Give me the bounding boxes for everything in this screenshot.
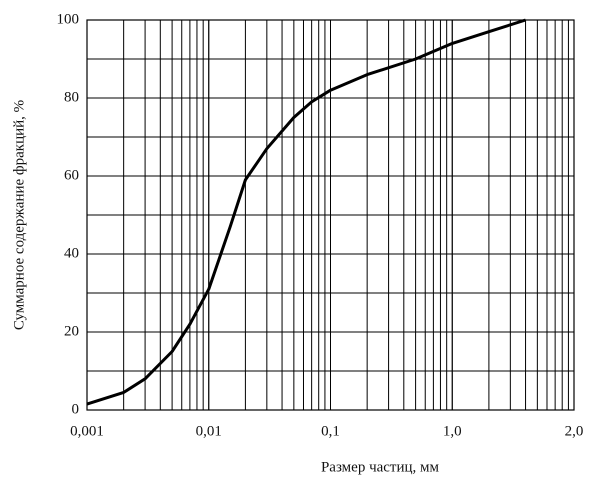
y-tick-label: 40 (64, 245, 79, 261)
x-tick-label: 0,1 (321, 423, 340, 439)
y-axis-title: Суммарное содержание фракций, % (11, 100, 27, 330)
y-tick-label: 100 (57, 11, 80, 27)
y-tick-label: 0 (72, 401, 80, 417)
x-tick-label: 0,01 (196, 423, 222, 439)
plot-frame (86, 19, 575, 411)
x-end-label: 2,0 (565, 423, 584, 439)
y-tick-label: 20 (64, 323, 79, 339)
x-tick-label: 1,0 (443, 423, 462, 439)
x-axis-title: Размер частиц, мм (321, 459, 440, 475)
x-tick-label: 0,001 (70, 423, 104, 439)
y-tick-label: 60 (64, 167, 79, 183)
data-line (86, 18, 527, 406)
y-tick-label: 80 (64, 89, 79, 105)
